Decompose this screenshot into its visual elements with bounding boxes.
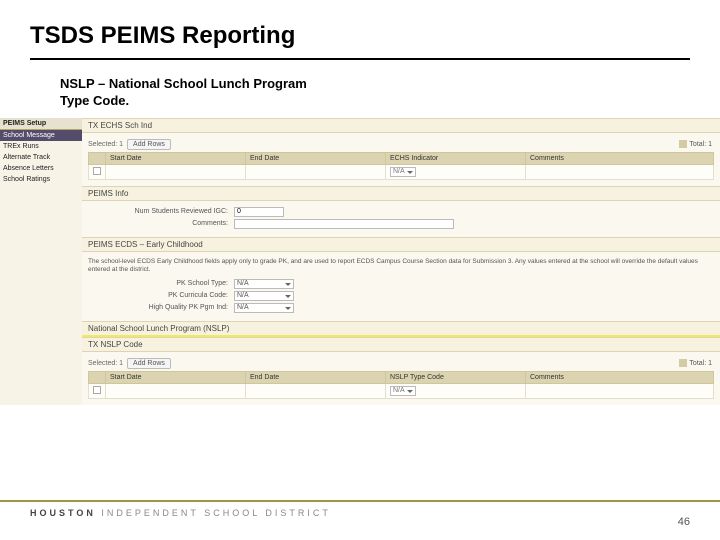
row-checkbox[interactable]	[93, 167, 101, 175]
sidebar-item-alternate-track[interactable]: Alternate Track	[0, 152, 82, 163]
subtitle-line1: NSLP – National School Lunch Program	[60, 76, 720, 93]
col-end: End Date	[246, 152, 386, 164]
panel-nslpcode-title: TX NSLP Code	[82, 337, 720, 352]
panel-echs-title: TX ECHS Sch Ind	[82, 118, 720, 133]
sidebar-item-school-message[interactable]: School Message	[0, 130, 82, 141]
cell-start[interactable]	[106, 164, 246, 179]
footer-rule	[0, 500, 720, 502]
col-comments: Comments	[526, 152, 714, 164]
footer: HOUSTON INDEPENDENT SCHOOL DISTRICT 46	[0, 500, 720, 540]
total-label: Total: 1	[689, 360, 712, 367]
add-rows-button[interactable]: Add Rows	[127, 358, 171, 369]
cell-end[interactable]	[246, 164, 386, 179]
ecds-note: The school-level ECDS Early Childhood fi…	[88, 256, 714, 277]
pkschooltype-label: PK School Type:	[88, 280, 228, 287]
sidebar-item-absence-letters[interactable]: Absence Letters	[0, 163, 82, 174]
cell-start[interactable]	[106, 383, 246, 398]
col-type: NSLP Type Code	[386, 371, 526, 383]
sidebar-item-school-ratings[interactable]: School Ratings	[0, 174, 82, 185]
col-indicator: ECHS Indicator	[386, 152, 526, 164]
table-header-row: Start Date End Date ECHS Indicator Comme…	[89, 152, 714, 164]
table-header-row: Start Date End Date NSLP Type Code Comme…	[89, 371, 714, 383]
footer-brand-rest: INDEPENDENT SCHOOL DISTRICT	[96, 508, 331, 518]
numstudents-input[interactable]	[234, 207, 284, 217]
add-rows-button[interactable]: Add Rows	[127, 139, 171, 150]
nslp-type-select[interactable]: N/A	[390, 386, 416, 396]
sidebar-header: PEIMS Setup	[0, 118, 82, 130]
page-number: 46	[678, 516, 690, 528]
title-rule	[30, 58, 690, 60]
total-icon	[679, 140, 687, 148]
cell-comments[interactable]	[526, 383, 714, 398]
selected-label: Selected: 1	[88, 141, 123, 148]
row-checkbox[interactable]	[93, 386, 101, 394]
total-label: Total: 1	[689, 141, 712, 148]
echs-table: Start Date End Date ECHS Indicator Comme…	[88, 152, 714, 180]
total-icon	[679, 359, 687, 367]
hqpk-label: High Quality PK Pgm Ind:	[88, 304, 228, 311]
hqpk-select[interactable]: N/A	[234, 303, 294, 313]
comments-label: Comments:	[88, 220, 228, 227]
sidebar-item-trex-runs[interactable]: TREx Runs	[0, 141, 82, 152]
col-check	[89, 371, 106, 383]
panel-nslpcode-body: Selected: 1 Add Rows Total: 1 Start Date…	[82, 352, 720, 405]
footer-brand: HOUSTON INDEPENDENT SCHOOL DISTRICT	[0, 508, 720, 518]
comments-input[interactable]	[234, 219, 454, 229]
slide-title: TSDS PEIMS Reporting	[0, 0, 720, 58]
col-end: End Date	[246, 371, 386, 383]
panel-nslp-title: National School Lunch Program (NSLP)	[82, 321, 720, 337]
footer-brand-bold: HOUSTON	[30, 508, 96, 518]
numstudents-label: Num Students Reviewed IGC:	[88, 208, 228, 215]
col-start: Start Date	[106, 152, 246, 164]
panel-peimsinfo-body: Num Students Reviewed IGC: Comments:	[82, 201, 720, 237]
nslp-table: Start Date End Date NSLP Type Code Comme…	[88, 371, 714, 399]
pkcurricula-select[interactable]: N/A	[234, 291, 294, 301]
col-comments: Comments	[526, 371, 714, 383]
table-row: N/A	[89, 383, 714, 398]
table-row: N/A	[89, 164, 714, 179]
echs-indicator-select[interactable]: N/A	[390, 167, 416, 177]
subtitle-line2: Type Code.	[60, 93, 720, 110]
pkschooltype-select[interactable]: N/A	[234, 279, 294, 289]
screenshot-app: PEIMS Setup School Message TREx Runs Alt…	[0, 118, 720, 405]
selected-label: Selected: 1	[88, 360, 123, 367]
col-start: Start Date	[106, 371, 246, 383]
panel-ecds-title: PEIMS ECDS – Early Childhood	[82, 237, 720, 252]
subtitle: NSLP – National School Lunch Program Typ…	[0, 70, 720, 110]
cell-end[interactable]	[246, 383, 386, 398]
pkcurricula-label: PK Curricula Code:	[88, 292, 228, 299]
cell-comments[interactable]	[526, 164, 714, 179]
panel-peimsinfo-title: PEIMS Info	[82, 186, 720, 201]
panel-echs-body: Selected: 1 Add Rows Total: 1 Start Date…	[82, 133, 720, 186]
col-check	[89, 152, 106, 164]
panel-ecds-body: The school-level ECDS Early Childhood fi…	[82, 252, 720, 321]
sidebar: PEIMS Setup School Message TREx Runs Alt…	[0, 118, 82, 405]
main-area: TX ECHS Sch Ind Selected: 1 Add Rows Tot…	[82, 118, 720, 405]
